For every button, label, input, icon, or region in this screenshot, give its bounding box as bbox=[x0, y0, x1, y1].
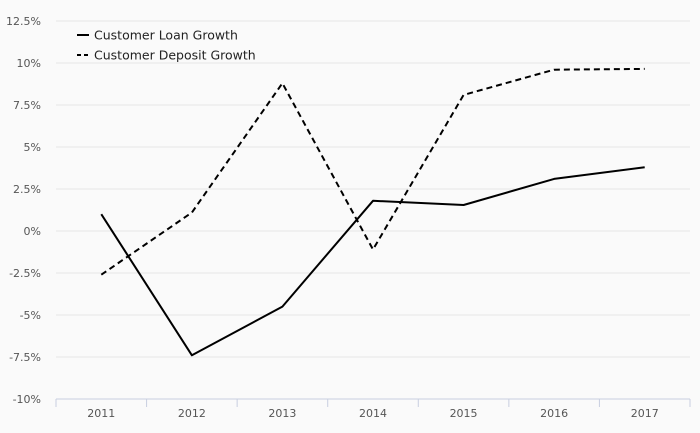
x-tick-label: 2016 bbox=[540, 407, 568, 420]
y-tick-label: 12.5% bbox=[6, 15, 41, 28]
series-lines bbox=[100, 67, 645, 357]
x-tick-label: 2011 bbox=[87, 407, 115, 420]
y-axis-tick-labels: 12.5% 10% 7.5% 5% 2.5% 0% -2.5% -5% -7.5% -10% bbox=[6, 15, 41, 406]
y-tick-label: -5% bbox=[20, 309, 41, 322]
series-line-customer-loan-growth bbox=[100, 166, 645, 357]
y-tick-label: 5% bbox=[24, 141, 41, 154]
y-tick-label: 7.5% bbox=[13, 99, 41, 112]
x-tick-label: 2015 bbox=[450, 407, 478, 420]
y-tick-label: 10% bbox=[17, 57, 41, 70]
y-tick-label: 2.5% bbox=[13, 183, 41, 196]
legend: Customer Loan Growth Customer Deposit Gro… bbox=[77, 28, 256, 63]
y-tick-label: -7.5% bbox=[9, 351, 41, 364]
legend-label: Customer Loan Growth bbox=[94, 28, 238, 43]
y-tick-label: -10% bbox=[13, 393, 41, 406]
x-tick-label: 2012 bbox=[178, 407, 206, 420]
legend-label: Customer Deposit Growth bbox=[94, 48, 256, 63]
gridlines bbox=[56, 20, 690, 358]
x-tick-label: 2014 bbox=[359, 407, 387, 420]
x-tick-label: 2013 bbox=[268, 407, 296, 420]
series-line-customer-deposit-growth bbox=[100, 67, 645, 276]
x-axis-tick-labels: 2011 2012 2013 2014 2015 2016 2017 bbox=[87, 407, 658, 420]
x-axis bbox=[55, 398, 691, 407]
y-tick-label: 0% bbox=[24, 225, 41, 238]
y-tick-label: -2.5% bbox=[9, 267, 41, 280]
x-tick-label: 2017 bbox=[631, 407, 659, 420]
